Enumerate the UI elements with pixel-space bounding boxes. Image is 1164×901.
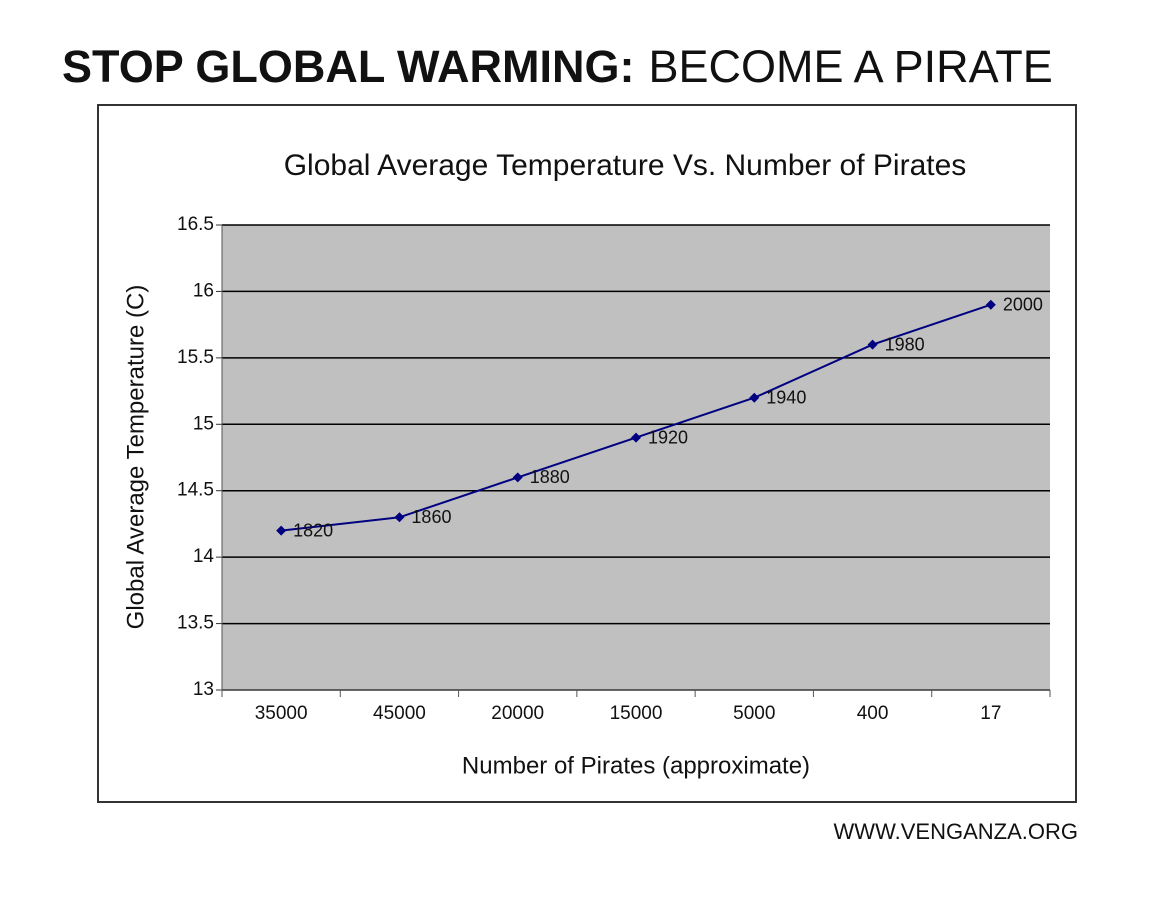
marker (394, 512, 405, 523)
x-tick-label: 400 (857, 703, 889, 724)
y-tick-label: 13.5 (177, 613, 214, 634)
point-label: 1880 (530, 467, 570, 487)
point-label: 1860 (411, 507, 451, 527)
y-tick-label: 14.5 (177, 480, 214, 501)
point-label: 1980 (885, 334, 925, 354)
headline-normal: BECOME A PIRATE (649, 41, 1053, 92)
y-axis-label: Global Average Temperature (C) (122, 285, 149, 630)
y-tick-label: 13 (193, 679, 214, 700)
plot-area (222, 225, 1050, 690)
x-tick-label: 15000 (610, 703, 663, 724)
y-tick-label: 15 (193, 413, 214, 434)
y-tick-label: 16.5 (177, 214, 214, 235)
marker (867, 339, 878, 350)
y-tick-label: 14 (193, 546, 215, 567)
x-tick-label: 45000 (373, 703, 426, 724)
point-label: 1920 (648, 427, 688, 447)
footer: WWW.VENGANZA.ORG (834, 819, 1078, 844)
point-label: 2000 (1003, 294, 1043, 314)
headline-bold: STOP GLOBAL WARMING: (62, 41, 635, 92)
y-tick-label: 16 (193, 280, 214, 301)
marker (631, 432, 641, 443)
x-tick-label: 35000 (255, 703, 308, 724)
marker (985, 299, 996, 310)
marker (749, 392, 760, 403)
chart-title: Global Average Temperature Vs. Number of… (284, 149, 967, 182)
point-label: 1940 (766, 387, 806, 407)
y-tick-label: 15.5 (177, 347, 214, 368)
x-tick-label: 20000 (491, 703, 544, 724)
marker (276, 525, 287, 536)
x-axis-label: Number of Pirates (approximate) (462, 752, 810, 779)
marker (512, 472, 523, 483)
x-tick-label: 5000 (733, 703, 775, 724)
x-tick-label: 17 (980, 703, 1001, 724)
point-label: 1820 (293, 520, 333, 540)
headline: STOP GLOBAL WARMING: BECOME A PIRATE (62, 41, 1053, 92)
